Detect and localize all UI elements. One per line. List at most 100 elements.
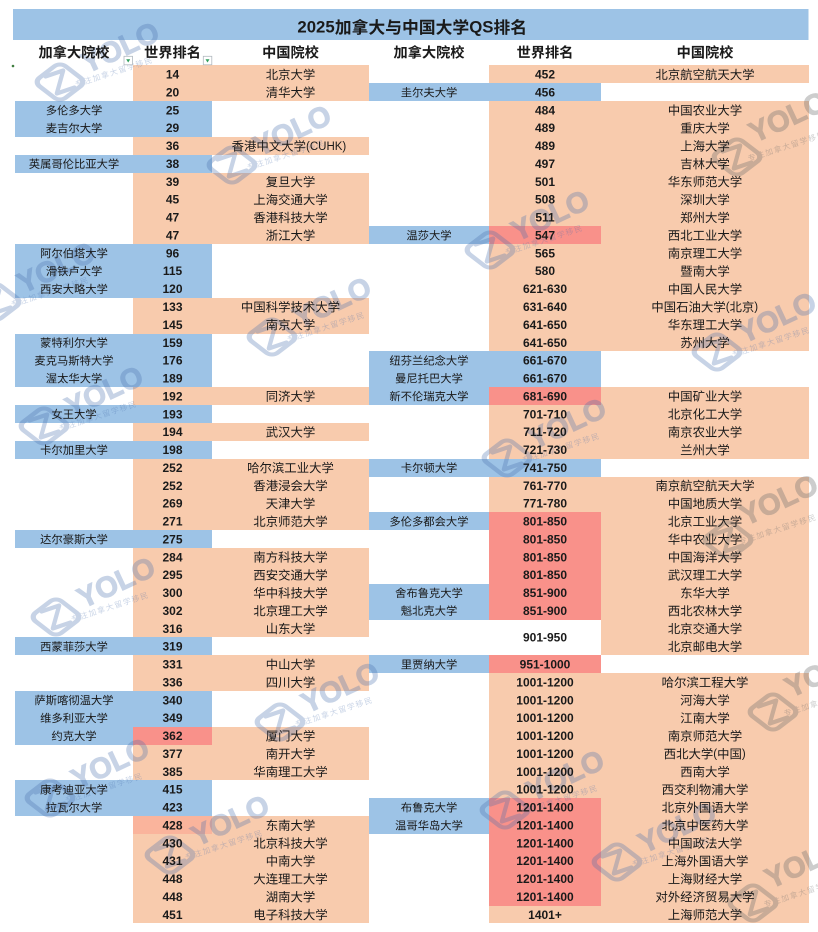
svg-text:1001-1200: 1001-1200: [516, 711, 574, 725]
svg-text:1201-1400: 1201-1400: [516, 854, 574, 868]
svg-text:145: 145: [162, 318, 182, 332]
svg-text:661-670: 661-670: [523, 354, 567, 368]
svg-text:29: 29: [166, 121, 180, 135]
svg-text:47: 47: [166, 211, 180, 225]
svg-text:1001-1200: 1001-1200: [516, 675, 574, 689]
svg-text:(CUHK): (CUHK): [306, 141, 346, 153]
svg-text:489: 489: [535, 139, 555, 153]
svg-text:159: 159: [162, 336, 182, 350]
svg-text:): ): [742, 749, 746, 761]
svg-text:331: 331: [162, 658, 182, 672]
svg-text:415: 415: [162, 783, 182, 797]
svg-text:269: 269: [162, 497, 182, 511]
svg-text:194: 194: [162, 425, 182, 439]
svg-text:20: 20: [166, 86, 180, 100]
svg-text:711-720: 711-720: [523, 425, 567, 439]
svg-text:641-650: 641-650: [523, 318, 567, 332]
svg-text:(: (: [713, 749, 717, 761]
svg-text:192: 192: [162, 389, 182, 403]
svg-text:1001-1200: 1001-1200: [516, 747, 574, 761]
svg-text:271: 271: [162, 515, 182, 529]
svg-text:489: 489: [535, 121, 555, 135]
svg-text:96: 96: [166, 246, 180, 260]
svg-text:565: 565: [535, 246, 555, 260]
svg-text:547: 547: [535, 229, 555, 243]
svg-text:951-1000: 951-1000: [520, 658, 571, 672]
svg-text:741-750: 741-750: [523, 461, 567, 475]
svg-text:761-770: 761-770: [523, 479, 567, 493]
svg-text:1401+: 1401+: [528, 908, 562, 922]
svg-text:631-640: 631-640: [523, 300, 567, 314]
svg-text:1201-1400: 1201-1400: [516, 890, 574, 904]
svg-text:508: 508: [535, 193, 555, 207]
svg-text:721-730: 721-730: [523, 443, 567, 457]
svg-text:1201-1400: 1201-1400: [516, 818, 574, 832]
svg-text:901-950: 901-950: [523, 630, 567, 644]
svg-text:300: 300: [162, 586, 182, 600]
svg-text:39: 39: [166, 175, 180, 189]
svg-text:621-630: 621-630: [523, 282, 567, 296]
svg-text:580: 580: [535, 264, 555, 278]
svg-text:133: 133: [162, 300, 182, 314]
svg-text:1001-1200: 1001-1200: [516, 765, 574, 779]
svg-text:428: 428: [162, 818, 182, 832]
svg-text:641-650: 641-650: [523, 336, 567, 350]
svg-text:47: 47: [166, 229, 180, 243]
svg-text:198: 198: [162, 443, 182, 457]
svg-text:1001-1200: 1001-1200: [516, 783, 574, 797]
svg-text:362: 362: [162, 729, 182, 743]
svg-text:252: 252: [162, 461, 182, 475]
svg-text:340: 340: [162, 693, 182, 707]
svg-text:430: 430: [162, 836, 182, 850]
svg-text:497: 497: [535, 157, 555, 171]
svg-text:801-850: 801-850: [523, 568, 567, 582]
svg-text:771-780: 771-780: [523, 497, 567, 511]
svg-text:1201-1400: 1201-1400: [516, 836, 574, 850]
svg-text:801-850: 801-850: [523, 550, 567, 564]
svg-text:302: 302: [162, 604, 182, 618]
svg-text:1201-1400: 1201-1400: [516, 872, 574, 886]
svg-text:1001-1200: 1001-1200: [516, 693, 574, 707]
svg-text:14: 14: [166, 68, 180, 82]
svg-text:456: 456: [535, 86, 555, 100]
svg-text:448: 448: [162, 872, 182, 886]
svg-text:115: 115: [163, 264, 183, 278]
svg-text:431: 431: [162, 854, 182, 868]
svg-text:295: 295: [162, 568, 182, 582]
svg-text:252: 252: [162, 479, 182, 493]
svg-text:448: 448: [162, 890, 182, 904]
svg-text:): ): [754, 302, 758, 314]
svg-text:511: 511: [535, 211, 555, 225]
svg-text:284: 284: [162, 550, 182, 564]
svg-text:501: 501: [535, 175, 555, 189]
svg-text:385: 385: [162, 765, 182, 779]
svg-text:38: 38: [166, 157, 180, 171]
svg-text:1001-1200: 1001-1200: [516, 729, 574, 743]
svg-text:851-900: 851-900: [523, 586, 567, 600]
svg-text:2025: 2025: [297, 17, 334, 36]
svg-text:25: 25: [166, 103, 180, 117]
svg-text:701-710: 701-710: [523, 407, 567, 421]
svg-text:851-900: 851-900: [523, 604, 567, 618]
svg-text:451: 451: [162, 908, 182, 922]
svg-text:801-850: 801-850: [523, 515, 567, 529]
svg-text:176: 176: [162, 354, 182, 368]
svg-text:QS: QS: [469, 17, 493, 36]
svg-text:275: 275: [162, 532, 182, 546]
svg-text:193: 193: [162, 407, 182, 421]
svg-text:801-850: 801-850: [523, 532, 567, 546]
svg-text:36: 36: [166, 139, 180, 153]
svg-text:484: 484: [535, 103, 555, 117]
svg-text:452: 452: [535, 68, 555, 82]
svg-text:661-670: 661-670: [523, 372, 567, 386]
svg-text:189: 189: [162, 372, 182, 386]
svg-text:319: 319: [162, 640, 182, 654]
svg-text:(: (: [726, 302, 730, 314]
svg-text:316: 316: [162, 622, 182, 636]
svg-text:1201-1400: 1201-1400: [516, 801, 574, 815]
svg-text:336: 336: [162, 675, 182, 689]
svg-text:349: 349: [162, 711, 182, 725]
svg-text:45: 45: [166, 193, 180, 207]
svg-text:377: 377: [162, 747, 182, 761]
svg-text:423: 423: [162, 801, 182, 815]
